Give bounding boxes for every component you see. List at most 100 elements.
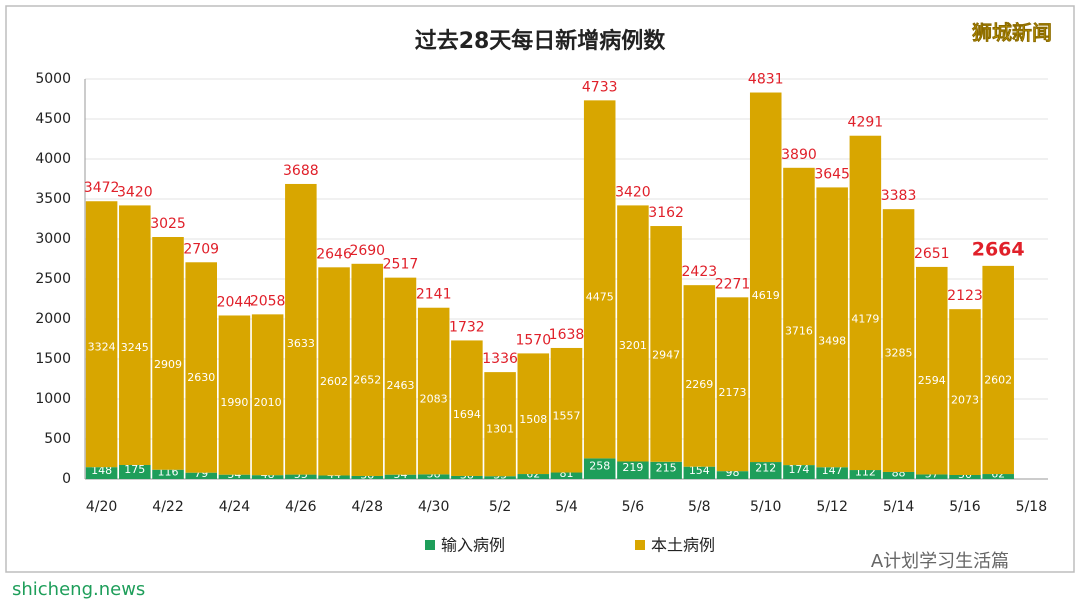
- total-label: 3890: [781, 147, 817, 163]
- bar-segment: [152, 469, 184, 479]
- bar-segment: [783, 167, 815, 466]
- bar-segment: [417, 474, 450, 479]
- bar-segment: [517, 353, 550, 475]
- total-label: 1570: [515, 332, 551, 348]
- bar-segment: [152, 237, 184, 470]
- total-label: 3645: [814, 166, 850, 182]
- value-label: 4179: [851, 313, 879, 326]
- total-label: 2651: [914, 246, 950, 262]
- value-label: 3285: [885, 347, 913, 360]
- value-label: 215: [656, 461, 677, 474]
- total-label: 3472: [84, 180, 120, 196]
- bar-segment: [285, 183, 317, 475]
- total-label: 2423: [682, 264, 718, 280]
- value-label: 2073: [951, 393, 979, 406]
- value-label: 258: [589, 460, 610, 473]
- y-tick-label: 500: [44, 431, 71, 447]
- value-label: 2652: [353, 373, 381, 386]
- x-tick-label: 5/18: [1016, 499, 1047, 515]
- bar-segment: [716, 471, 749, 479]
- y-tick-label: 1000: [35, 391, 71, 407]
- value-label: 2083: [420, 392, 448, 405]
- bar-segment: [583, 100, 616, 459]
- bar-segment: [650, 226, 682, 462]
- y-tick-label: 4500: [35, 111, 71, 127]
- legend-swatch: [635, 540, 645, 550]
- value-label: 2010: [254, 396, 282, 409]
- total-label: 4831: [748, 72, 784, 88]
- total-label: 3162: [648, 205, 684, 221]
- x-tick-label: 4/26: [285, 499, 317, 515]
- chart-title: 过去28天每日新增病例数: [415, 28, 667, 54]
- bar-segment: [417, 307, 450, 475]
- x-tick-label: 5/14: [883, 499, 915, 515]
- bar-segment: [251, 314, 284, 476]
- bar-segment: [982, 265, 1014, 475]
- total-label: 3688: [283, 163, 319, 179]
- bar-segment: [451, 340, 483, 476]
- total-label: 2123: [947, 288, 983, 304]
- bar-segment: [251, 475, 284, 479]
- total-label: 2141: [416, 287, 452, 303]
- watermark: 狮城新闻: [972, 21, 1052, 45]
- value-label: 2602: [984, 373, 1012, 386]
- value-label: 175: [124, 463, 145, 476]
- value-label: 2269: [685, 378, 713, 391]
- value-label: 2602: [320, 375, 348, 388]
- bar-segment: [949, 475, 981, 479]
- y-tick-label: 3000: [35, 231, 71, 247]
- bar-segment: [484, 372, 516, 477]
- value-label: 154: [689, 464, 710, 477]
- x-tick-label: 5/4: [555, 499, 578, 515]
- total-label: 3420: [615, 184, 651, 200]
- bar-segment: [285, 474, 317, 479]
- value-label: 219: [622, 461, 643, 474]
- bar-segment: [683, 466, 716, 479]
- legend-swatch: [425, 540, 435, 550]
- total-label: 3025: [150, 216, 186, 232]
- value-label: 2173: [719, 386, 747, 399]
- bar-segment: [849, 135, 882, 471]
- bar-segment: [185, 472, 217, 479]
- bar-segment: [749, 462, 782, 479]
- value-label: 4475: [586, 290, 614, 303]
- bar-segment: [185, 262, 217, 473]
- legend-label: 输入病例: [441, 536, 505, 555]
- value-label: 3324: [88, 340, 116, 353]
- y-tick-label: 5000: [35, 71, 71, 87]
- x-tick-label: 4/30: [418, 499, 449, 515]
- bar-segment: [550, 347, 583, 473]
- total-label: 4291: [848, 115, 884, 131]
- bar-segment: [451, 475, 483, 479]
- value-label: 3633: [287, 337, 315, 350]
- bar-segment: [683, 285, 716, 467]
- y-tick-label: 0: [62, 471, 71, 487]
- value-label: 1990: [220, 396, 248, 409]
- value-label: 148: [91, 464, 112, 477]
- x-tick-label: 5/6: [622, 499, 645, 515]
- x-tick-label: 5/10: [750, 499, 781, 515]
- total-label: 2646: [316, 246, 352, 262]
- bar-segment: [882, 471, 915, 479]
- x-tick-label: 4/28: [352, 499, 383, 515]
- bar-segment: [650, 461, 682, 479]
- bar-segment: [484, 476, 516, 479]
- x-tick-label: 5/16: [949, 499, 981, 515]
- value-label: 3245: [121, 341, 149, 354]
- bar-segment: [550, 472, 583, 479]
- bar-segment: [949, 309, 981, 475]
- bar-segment: [318, 475, 350, 479]
- bar-segment: [119, 465, 151, 479]
- total-label: 2709: [183, 241, 219, 257]
- value-label: 2463: [386, 379, 414, 392]
- value-label: 3716: [785, 324, 813, 337]
- bar-segment: [583, 458, 616, 479]
- bar-segment: [119, 205, 151, 465]
- value-label: 147: [822, 464, 843, 477]
- bar-segment: [318, 267, 350, 476]
- value-label: 4619: [752, 289, 780, 302]
- total-label: 1638: [549, 327, 585, 343]
- x-tick-label: 4/20: [86, 499, 117, 515]
- x-tick-label: 4/22: [152, 499, 183, 515]
